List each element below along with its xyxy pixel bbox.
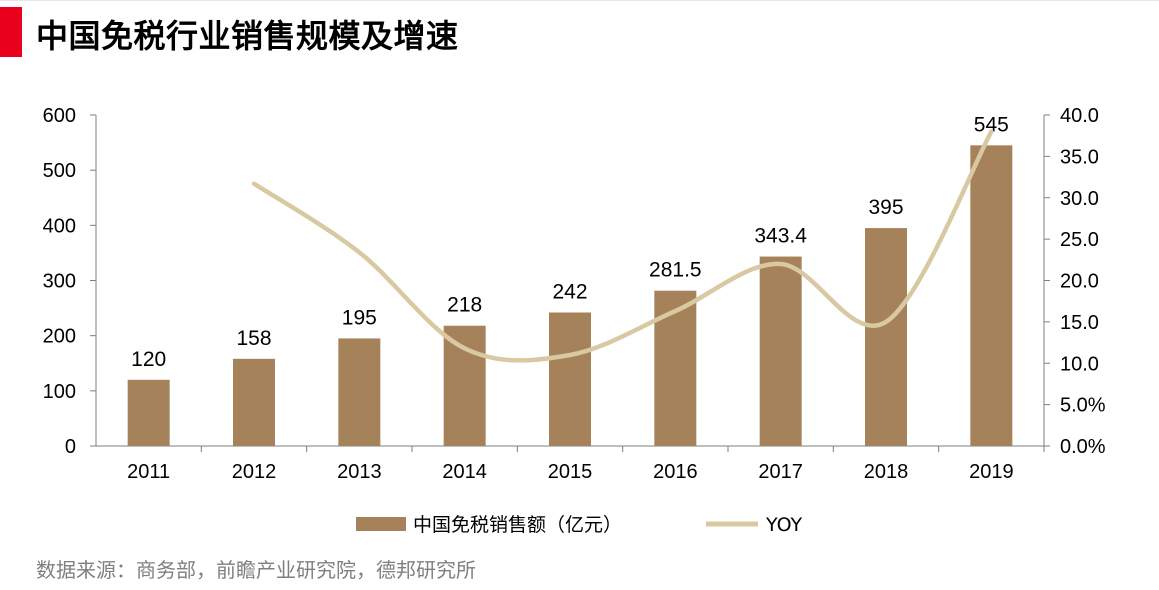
left-axis-tick-label: 400 [43,215,76,237]
legend-label-sales: 中国免税销售额（亿元） [413,514,622,536]
chart: 0 100 200 300 400 500 600 0.0% 5.0% 10.0 15.0 20.0… [43,105,1106,536]
left-axis-tick-label: 200 [43,326,76,348]
yoy-line [251,129,994,363]
title-bar: 中国免税行业销售规模及增速 [0,0,1159,57]
bar-data-label: 195 [342,306,377,329]
bar-data-labels: 120 158 195 218 242 281.5 343.4 395 545 [131,113,1009,370]
x-axis-tick-label: 2014 [442,461,487,483]
bar-series [127,145,1013,446]
bar-data-label: 242 [552,280,587,303]
left-axis-tick-label: 300 [43,271,76,293]
source-note: 数据来源：商务部，前瞻产业研究院，德邦研究所 [36,558,476,582]
x-axis: 2011 2012 2013 2014 2015 2016 2017 2018 2019 [96,445,1045,483]
legend-swatch-sales [356,517,406,531]
x-axis-tick-label: 2019 [969,461,1014,483]
x-axis-tick-label: 2018 [864,461,909,483]
bar [443,325,486,446]
bar [127,379,170,446]
right-axis-tick-label: 30.0 [1060,188,1099,210]
bar [970,145,1013,446]
legend-label-yoy: YOY [765,514,802,536]
right-axis-tick-label: 25.0 [1060,229,1099,251]
title-marker [0,7,22,57]
bar-data-label: 343.4 [754,225,807,248]
left-axis-tick-label: 100 [43,381,76,403]
bar [865,228,907,446]
left-axis-tick-label: 600 [43,105,76,127]
bar-data-label: 281.5 [649,259,702,282]
left-axis-tick-label: 500 [43,160,76,182]
right-axis-tick-label: 40.0 [1060,105,1099,127]
bar-data-label: 120 [131,348,166,371]
legend: 中国免税销售额（亿元） YOY [356,514,802,536]
bar [654,290,697,446]
right-axis-tick-label: 5.0% [1060,395,1106,417]
right-axis-tick-label: 15.0 [1060,312,1099,334]
left-axis: 0 100 200 300 400 500 600 [43,105,97,458]
x-axis-tick-label: 2017 [758,461,803,483]
yoy-line-series [251,129,994,363]
x-axis-tick-label: 2011 [127,461,170,483]
right-axis-tick-label: 20.0 [1060,271,1099,293]
right-axis-tick-label: 10.0 [1060,353,1099,375]
bar-data-label: 158 [236,327,271,350]
bar-data-label: 395 [868,196,903,219]
x-axis-tick-label: 2012 [232,461,277,483]
right-axis: 0.0% 5.0% 10.0 15.0 20.0 25.0 30.0 35.0 40.0 [1043,105,1106,458]
right-axis-tick-label: 35.0 [1060,146,1099,168]
bar [338,338,381,446]
bar-data-label: 545 [974,113,1009,136]
left-axis-tick-label: 0 [65,436,76,458]
bar [549,312,591,446]
bar [233,358,275,446]
right-axis-tick-label: 0.0% [1060,436,1106,458]
bar-data-label: 218 [447,294,482,317]
x-axis-tick-label: 2015 [548,461,593,483]
x-axis-tick-label: 2016 [653,461,698,483]
bar [759,256,802,446]
x-axis-tick-label: 2013 [337,461,382,483]
page-title: 中国免税行业销售规模及增速 [36,17,459,55]
